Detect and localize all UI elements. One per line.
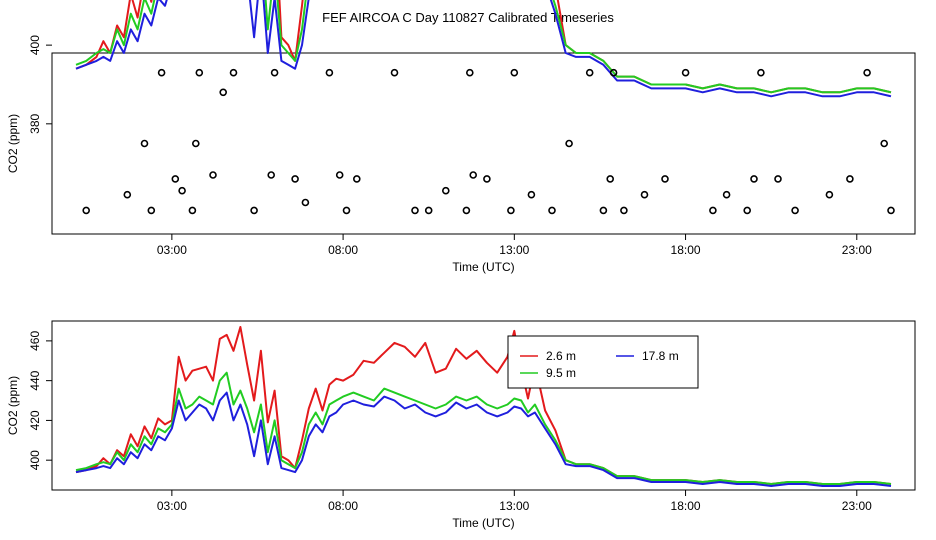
y-tick-label: 420	[28, 410, 42, 430]
marker-point	[709, 206, 717, 215]
legend-label: 9.5 m	[546, 366, 576, 380]
marker-point	[599, 206, 608, 215]
y-tick-label: 440	[28, 370, 42, 390]
marker-point	[846, 175, 854, 183]
series-line-9-5-m	[75, 371, 892, 485]
marker-point	[469, 171, 478, 179]
x-tick-label: 03:00	[157, 499, 187, 513]
marker-point	[791, 206, 799, 215]
x-tick-label: 23:00	[842, 499, 872, 513]
marker-point	[171, 175, 180, 183]
legend-label: 17.8 m	[642, 349, 679, 363]
marker-point	[267, 171, 276, 179]
bottom-panel: 03:00 08:00 13:00 18:00 23:00 Time (UTC) 400 42…	[6, 320, 916, 530]
y-tick-label: 460	[28, 331, 42, 351]
x-tick-label: 03:00	[157, 243, 187, 257]
marker-point	[229, 68, 238, 77]
plot-frame	[51, 52, 916, 235]
marker-point	[825, 190, 834, 199]
marker-point	[681, 68, 690, 77]
marker-point	[411, 206, 419, 215]
marker-point	[250, 206, 258, 215]
marker-point	[483, 175, 491, 183]
x-tick-label: 08:00	[328, 243, 358, 257]
y-tick-label: 400	[28, 35, 42, 55]
marker-point	[565, 139, 573, 148]
marker-point	[743, 206, 752, 215]
marker-point	[887, 206, 895, 215]
y-tick-label: 400	[28, 450, 42, 470]
series-line-9-5-m	[75, 0, 892, 94]
legend-box	[507, 335, 699, 389]
marker-point	[335, 171, 344, 179]
y-axis-label: CO2 (ppm)	[6, 376, 20, 435]
marker-point	[270, 68, 279, 77]
marker-point	[178, 186, 186, 195]
marker-point	[722, 190, 731, 199]
top-panel: 03:00 08:00 13:00 18:00 23:00 Time (UTC) 380 40…	[6, 0, 916, 274]
marker-point	[548, 206, 556, 215]
marker-point	[301, 198, 310, 207]
marker-point	[195, 68, 204, 77]
marker-point	[507, 206, 515, 215]
marker-point	[140, 139, 149, 148]
legend-label: 2.6 m	[546, 349, 576, 363]
x-axis-label: Time (UTC)	[452, 516, 514, 530]
marker-point	[757, 68, 765, 77]
x-tick-label: 18:00	[671, 499, 701, 513]
y-axis-label: CO2 (ppm)	[6, 114, 20, 173]
marker-point	[510, 68, 519, 77]
marker-point	[82, 206, 90, 215]
marker-point	[606, 175, 615, 183]
series-line-17-8-m	[75, 0, 892, 98]
marker-point	[342, 206, 351, 215]
figure-title: FEF AIRCOA C Day 110827 Calibrated Times…	[322, 10, 614, 25]
marker-point	[157, 68, 166, 77]
marker-point	[750, 175, 758, 183]
marker-point	[620, 206, 628, 215]
x-axis-label: Time (UTC)	[452, 260, 514, 274]
marker-point	[352, 175, 361, 183]
x-tick-label: 13:00	[499, 499, 529, 513]
legend: 2.6 m 9.5 m 17.8 m	[507, 335, 699, 389]
y-tick-label: 380	[28, 113, 42, 133]
x-tick-label: 23:00	[842, 243, 872, 257]
plot-frame	[51, 320, 916, 491]
marker-point	[219, 88, 227, 97]
marker-point	[863, 68, 871, 77]
marker-point	[585, 68, 594, 77]
marker-point	[609, 68, 618, 77]
marker-point	[123, 190, 132, 199]
marker-point	[192, 139, 200, 148]
series-line-17-8-m	[75, 391, 892, 487]
marker-point	[209, 171, 217, 179]
x-tick-label: 18:00	[671, 243, 701, 257]
marker-point	[147, 206, 156, 215]
marker-point	[774, 175, 782, 183]
marker-point	[441, 186, 450, 195]
marker-point	[462, 206, 471, 215]
x-tick-label: 08:00	[328, 499, 358, 513]
marker-point	[465, 68, 474, 77]
marker-point	[390, 68, 399, 77]
marker-point	[424, 206, 433, 215]
x-tick-label: 13:00	[499, 243, 529, 257]
marker-point	[640, 190, 649, 199]
marker-point	[661, 175, 669, 183]
marker-point	[527, 190, 536, 199]
marker-point	[880, 139, 889, 148]
marker-point	[291, 175, 299, 183]
marker-point	[325, 68, 334, 77]
marker-point	[188, 206, 197, 215]
